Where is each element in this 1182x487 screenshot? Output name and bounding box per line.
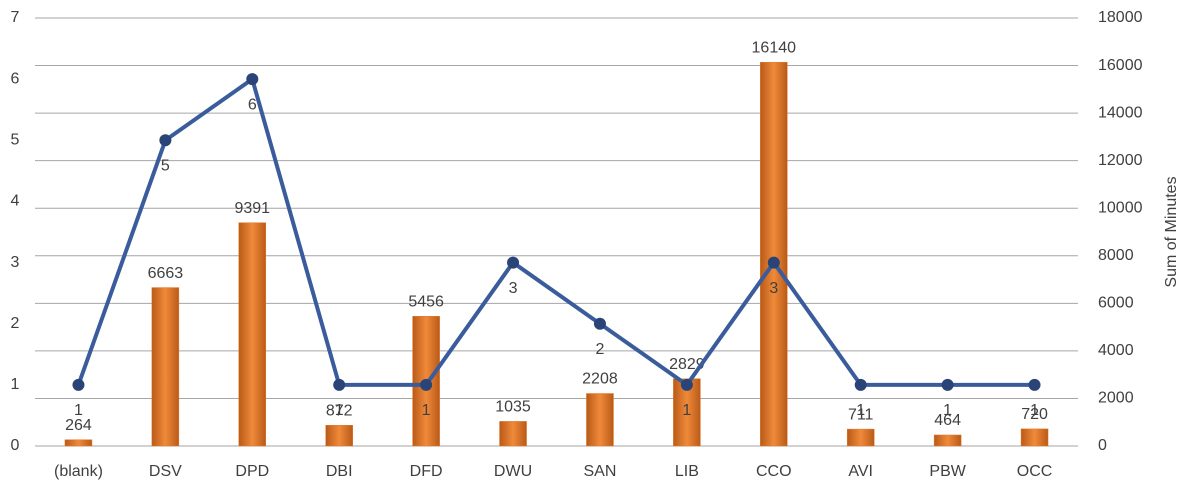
y-tick-label: 4	[11, 193, 20, 210]
bar	[151, 287, 180, 447]
y2-tick-label: 12000	[1098, 152, 1143, 169]
line-label: 1	[335, 402, 344, 419]
line-marker	[1028, 378, 1041, 391]
x-tick-label: OCC	[1017, 463, 1053, 480]
bar	[846, 428, 875, 447]
line-marker	[767, 256, 780, 269]
y2-tick-label: 2000	[1098, 390, 1134, 407]
bar	[64, 439, 93, 447]
bar-label: 16140	[752, 39, 797, 56]
x-tick-label: SAN	[584, 463, 617, 480]
y2-tick-label: 16000	[1098, 57, 1143, 74]
bar-label: 1035	[495, 399, 531, 416]
line-marker	[72, 378, 85, 391]
bar-label: 264	[65, 417, 92, 434]
x-tick-label: PBW	[929, 463, 966, 480]
y2-tick-label: 0	[1098, 437, 1107, 454]
y2-tick-label: 4000	[1098, 342, 1134, 359]
y-tick-label: 2	[11, 315, 20, 332]
y2-tick-label: 14000	[1098, 104, 1143, 121]
line-marker	[507, 256, 520, 269]
line-marker	[593, 317, 606, 330]
x-tick-label: (blank)	[54, 463, 103, 480]
bar-label: 6663	[148, 265, 184, 282]
y-tick-label: 3	[11, 254, 20, 271]
line-label: 5	[161, 158, 170, 175]
line-label: 6	[248, 96, 257, 113]
x-tick-label: AVI	[848, 463, 873, 480]
y-tick-label: 0	[11, 437, 20, 454]
bar	[238, 222, 267, 447]
bar-label: 464	[934, 412, 961, 429]
x-tick-label: LIB	[675, 463, 699, 480]
y-tick-label: 5	[11, 132, 20, 149]
line-marker	[333, 378, 346, 391]
line	[76, 77, 1035, 387]
line-marker	[159, 134, 172, 147]
line-marker	[941, 378, 954, 391]
bar-label: 5456	[408, 293, 444, 310]
bar	[673, 378, 701, 447]
bar	[933, 434, 962, 447]
x-tick-label: DSV	[149, 463, 182, 480]
y-tick-label: 7	[11, 9, 20, 26]
y2-tick-label: 10000	[1098, 199, 1143, 216]
bar-label: 872	[326, 402, 353, 419]
x-tick-label: CCO	[756, 463, 792, 480]
line-label: 1	[74, 402, 83, 419]
line-label: 3	[509, 280, 518, 297]
bar	[1020, 428, 1049, 447]
bar-label: 9391	[234, 200, 270, 217]
x-tick-label: DFD	[410, 463, 443, 480]
line-label: 1	[682, 402, 691, 419]
line-label: 1	[422, 402, 431, 419]
line-marker	[680, 378, 693, 391]
line-label: 1	[943, 402, 952, 419]
x-tick-label: DPD	[235, 463, 269, 480]
bar	[325, 425, 353, 447]
line-marker	[420, 378, 433, 391]
y-tick-label: 1	[11, 376, 20, 393]
line-marker	[854, 378, 867, 391]
bar	[499, 421, 527, 447]
bar-label: 720	[1021, 406, 1048, 423]
bar-label: 2208	[582, 371, 618, 388]
x-tick-label: DWU	[494, 463, 532, 480]
bar	[586, 393, 614, 447]
y2-axis-title: Sum of Minutes	[1163, 176, 1180, 287]
bar-label: 711	[848, 406, 874, 423]
line-label: 1	[1030, 402, 1039, 419]
line-label: 2	[596, 341, 605, 358]
bar-label: 2829	[669, 356, 705, 373]
y-tick-label: 6	[11, 70, 20, 87]
bar	[760, 61, 788, 447]
y2-tick-label: 6000	[1098, 295, 1134, 312]
y2-tick-label: 8000	[1098, 247, 1134, 264]
line-marker	[246, 73, 259, 86]
line-label: 3	[769, 280, 778, 297]
y2-tick-label: 18000	[1098, 9, 1143, 26]
line-label: 1	[856, 402, 865, 419]
x-tick-label: DBI	[326, 463, 353, 480]
